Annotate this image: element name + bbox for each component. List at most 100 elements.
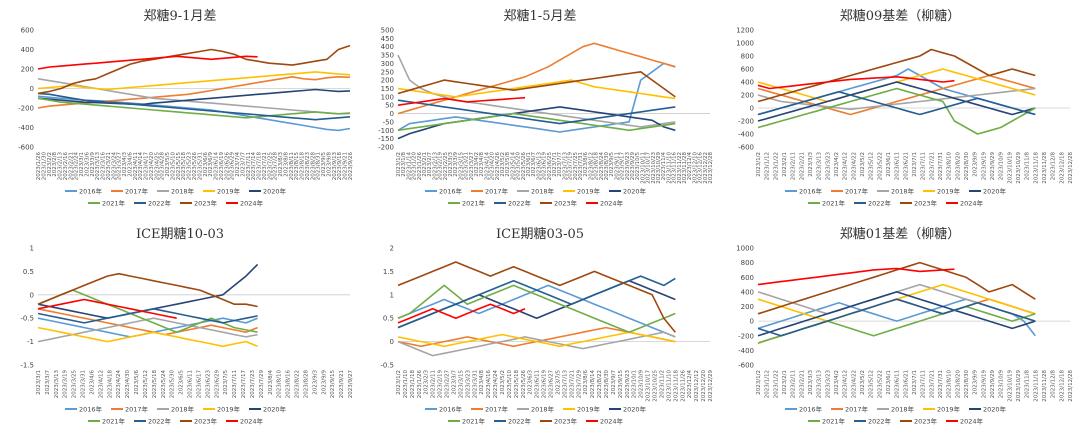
- x-tick-label: 2023/2/11: [791, 152, 797, 180]
- chart-panel-zhengtang-09-basis: 郑糖09基差（柳糖） 1200 1000 800 600 400 200 0 -200 -400 -…: [720, 0, 1080, 217]
- y-tick-label: 1: [390, 291, 394, 299]
- y-tick-label: -400: [18, 124, 34, 132]
- y-tick-label: -50: [383, 118, 394, 126]
- series-line: [757, 81, 1036, 122]
- legend-item: 2022年: [868, 417, 892, 426]
- legend-item: 2023年: [194, 417, 218, 426]
- x-tick-label: 2023/12/4: [687, 370, 693, 399]
- x-tick-label: 2023/8/6: [583, 152, 589, 177]
- series-line: [757, 291, 1036, 337]
- x-tick-label: 2023/3/3: [808, 152, 814, 177]
- legend-item: 2020年: [983, 187, 1007, 196]
- x-tick-label: 2023/8/14: [590, 370, 596, 399]
- x-tick-label: 2023/7/18: [257, 152, 263, 181]
- legend-item: 2022年: [868, 199, 892, 208]
- y-tick-label: 0.5: [383, 315, 394, 323]
- x-tick-label: 2023/6/21: [903, 152, 909, 180]
- x-tick-label: 2023/3/13: [54, 370, 60, 399]
- x-tick-label: 2023/3/3: [808, 370, 814, 395]
- x-tick-label: 2023/9/23: [625, 370, 631, 399]
- x-tick-label: 2023/3/23: [465, 370, 471, 399]
- x-tick-label: 2023/3/13: [817, 370, 823, 399]
- x-tick-label: 2023/10/17: [646, 370, 652, 402]
- x-tick-label: 2023/9/9: [973, 370, 979, 395]
- x-tick-label: 2023/6/26: [224, 152, 230, 181]
- x-tick-label: 2023/7/1: [912, 152, 918, 177]
- x-tick-label: 2023/3/19: [63, 370, 69, 399]
- x-tick-label: 2023/9/29: [990, 152, 996, 181]
- series-line: [757, 87, 1036, 111]
- x-tick-label: 2023/9/18: [337, 152, 343, 181]
- series-line: [37, 298, 177, 319]
- x-tick-label: 2023/7/1: [552, 152, 558, 177]
- x-tick-label: 2023/4/8: [479, 370, 485, 395]
- x-tick-label: 2023/2/2: [47, 152, 53, 177]
- legend-item: 2019年: [577, 405, 601, 414]
- x-tick-label: 2023/7/17: [241, 370, 247, 399]
- x-tick-label: 2023/1/14: [406, 152, 412, 181]
- x-tick-label: 2023/8/22: [295, 370, 301, 398]
- x-tick-label: 2023/6/5: [179, 370, 185, 395]
- series-line: [397, 261, 676, 333]
- x-tick-label: 2023/7/1: [912, 370, 918, 395]
- chart-title: ICE期糖10-03: [136, 226, 224, 242]
- x-tick-label: 2023/11/8: [1025, 152, 1031, 181]
- x-tick-label: 2023/12/22: [703, 152, 709, 184]
- x-tick-label: 2023/8/20: [955, 370, 961, 399]
- series-line: [397, 275, 676, 329]
- x-tick-label: 2023/1/26: [417, 370, 423, 399]
- series-line: [37, 55, 258, 70]
- x-tick-label: 2023/12/10: [692, 152, 698, 184]
- x-tick-label: 2023/8/18: [300, 152, 306, 181]
- legend-item: 2023年: [914, 199, 938, 208]
- x-tick-label: 2023/11/26: [680, 370, 686, 402]
- x-tick-label: 2023/5/30: [170, 370, 176, 399]
- x-tick-label: 2023/9/23: [625, 152, 631, 181]
- x-tick-label: 2023/3/23: [825, 370, 831, 399]
- legend-item: 2017年: [845, 187, 869, 196]
- x-tick-label: 2023/9/21: [339, 370, 345, 398]
- y-tick-label: 50: [385, 102, 394, 110]
- x-tick-label: 2023/3/24: [111, 152, 117, 181]
- x-tick-label: 2023/8/18: [594, 152, 600, 181]
- x-tick-label: 2023/6/19: [542, 370, 548, 399]
- chart-title: 郑糖01基差（柳糖）: [840, 226, 961, 242]
- y-tick-label: 1200: [736, 27, 754, 35]
- series-line: [37, 92, 351, 121]
- y-tick-label: 0: [750, 318, 754, 326]
- x-tick-label: 2023/9/15: [618, 370, 624, 399]
- x-tick-label: 2023/6/1: [886, 152, 892, 177]
- legend-item: 2021年: [822, 199, 846, 208]
- x-tick-label: 2023/6/9: [208, 152, 214, 177]
- legend-item: 2017年: [485, 187, 509, 196]
- series-line: [757, 261, 1036, 315]
- legend-item: 2022年: [508, 417, 532, 426]
- chart-title: ICE期糖03-05: [496, 226, 584, 242]
- x-tick-label: 2023/6/17: [196, 370, 202, 399]
- y-tick-label: 300: [381, 60, 394, 68]
- x-tick-label: 2023/2/7: [427, 152, 433, 177]
- x-tick-label: 2023/7/19: [568, 152, 574, 181]
- x-tick-label: 2023/6/19: [542, 152, 548, 181]
- chart-title: 郑糖1-5月差: [504, 8, 577, 24]
- y-tick-label: -400: [738, 131, 754, 139]
- x-tick-label: 2023/9/29: [990, 370, 996, 399]
- x-tick-label: 2023/11/28: [1042, 370, 1048, 402]
- x-tick-label: 2023/9/9: [321, 370, 327, 395]
- legend-item: 2024年: [600, 417, 624, 426]
- x-tick-label: 2023/11/28: [1042, 152, 1048, 184]
- x-tick-label: 2023/9/5: [609, 152, 615, 177]
- x-tick-label: 2023/12/12: [694, 370, 700, 402]
- x-tick-label: 2023/5/23: [187, 152, 193, 181]
- x-tick-label: 2023/5/22: [877, 152, 883, 180]
- x-tick-label: 2023/4/2: [834, 152, 840, 177]
- x-tick-label: 2023/6/1: [526, 152, 532, 177]
- x-tick-label: 2023/10/1: [632, 370, 638, 398]
- x-tick-label: 2023/7/21: [929, 370, 935, 398]
- x-tick-label: 2023/4/6: [89, 370, 95, 395]
- x-tick-label: 2023/11/16: [672, 152, 678, 184]
- x-tick-label: 2023/3/31: [472, 370, 478, 398]
- x-tick-label: 2023/4/14: [484, 152, 490, 181]
- x-tick-label: 2023/12/8: [1051, 152, 1057, 181]
- legend-item: 2018年: [891, 187, 915, 196]
